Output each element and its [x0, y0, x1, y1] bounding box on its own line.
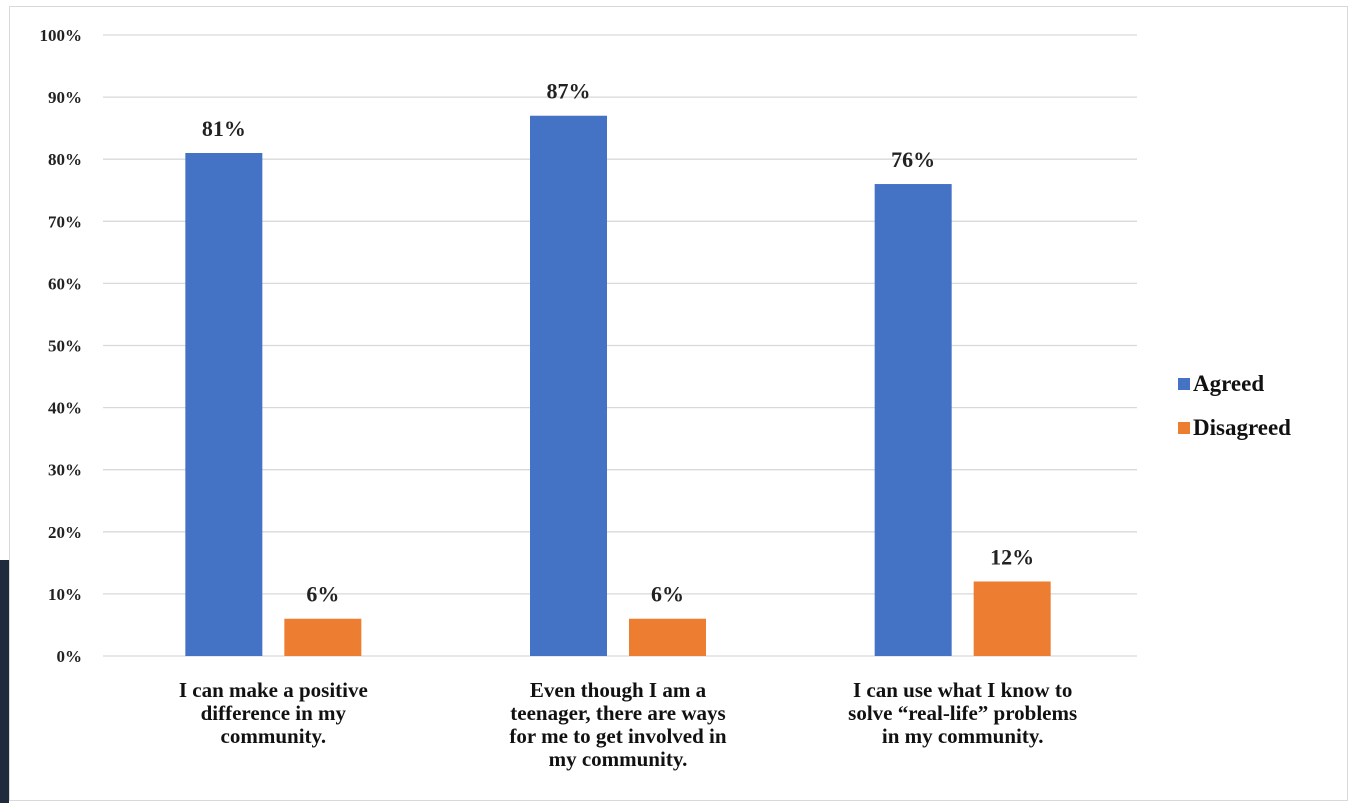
category-label: difference in my [201, 701, 347, 725]
data-label: 87% [547, 79, 591, 104]
legend-item-agreed: Agreed [1178, 368, 1291, 399]
legend-swatch-agreed [1178, 377, 1190, 390]
category-label: for me to get involved in [509, 724, 726, 748]
y-tick-label: 10% [48, 585, 82, 604]
y-tick-label: 90% [48, 88, 82, 107]
legend-label-agreed: Agreed [1193, 370, 1265, 396]
bar-agreed [530, 115, 607, 657]
data-label: 6% [651, 582, 684, 607]
data-label: 12% [990, 544, 1034, 569]
legend-label-disagreed: Disagreed [1193, 414, 1291, 440]
bar-disagreed [973, 581, 1051, 656]
y-tick-label: 100% [40, 26, 83, 45]
y-tick-label: 20% [48, 523, 82, 542]
bar-agreed [185, 152, 263, 657]
y-tick-label: 80% [48, 150, 82, 169]
bar-disagreed [284, 618, 362, 656]
y-tick-label: 40% [48, 399, 82, 418]
y-tick-label: 50% [48, 337, 82, 356]
background-strip [0, 560, 9, 803]
data-label: 81% [202, 116, 246, 141]
y-tick-label: 0% [57, 647, 83, 666]
legend: Agreed Disagreed [1178, 368, 1291, 456]
bar-disagreed [629, 618, 706, 656]
category-label: my community. [549, 747, 688, 771]
category-label: Even though I am a [530, 678, 707, 702]
category-label: community. [221, 724, 327, 748]
data-label: 76% [891, 147, 935, 172]
y-tick-label: 30% [48, 461, 82, 480]
category-label: teenager, there are ways [510, 701, 725, 725]
category-label: in my community. [882, 724, 1044, 748]
y-tick-label: 60% [48, 274, 82, 293]
category-label: I can make a positive [179, 678, 368, 702]
data-label: 6% [306, 582, 339, 607]
bar-agreed [874, 184, 952, 657]
legend-item-disagreed: Disagreed [1178, 412, 1291, 443]
y-tick-label: 70% [48, 212, 82, 231]
legend-swatch-disagreed [1178, 421, 1190, 434]
category-label: solve “real-life” problems [848, 701, 1077, 725]
category-label: I can use what I know to [853, 678, 1072, 702]
